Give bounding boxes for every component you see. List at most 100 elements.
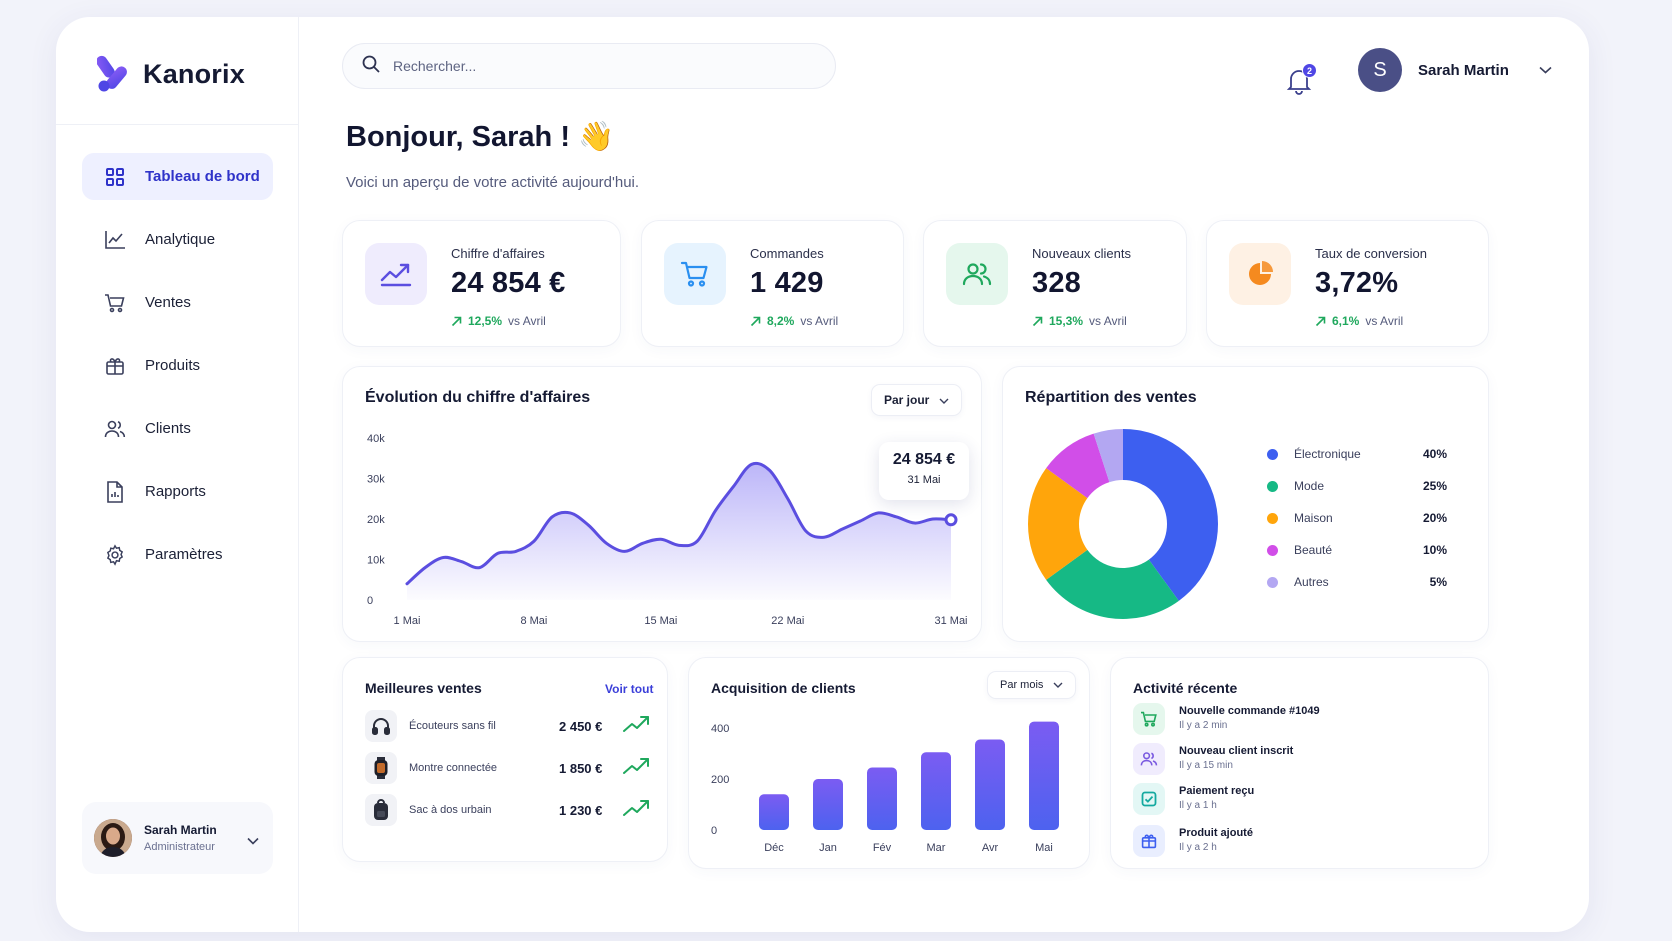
x-tick-label: Jan (819, 842, 837, 854)
notifications-button[interactable]: 2 (1286, 63, 1317, 97)
search-icon (361, 54, 381, 79)
y-tick-label: 0 (711, 825, 717, 837)
main-nav: Tableau de bord Analytique Ventes Produi… (82, 153, 273, 594)
chevron-down-icon[interactable] (247, 832, 259, 850)
x-tick-label: 15 Mai (644, 615, 677, 627)
kanorix-logo-icon (97, 55, 127, 92)
legend-swatch (1267, 512, 1278, 524)
avatar (94, 819, 132, 857)
chevron-down-icon[interactable] (1539, 61, 1552, 79)
legend-item: Électronique 40% (1267, 447, 1447, 461)
bar-jan[interactable] (813, 779, 843, 830)
sidebar-item-analytics[interactable]: Analytique (82, 216, 273, 263)
list-item[interactable]: Montre connectée 1 850 € (365, 752, 649, 784)
activity-item[interactable]: Produit ajouté Il y a 2 h (1133, 825, 1253, 857)
bar-fév[interactable] (867, 767, 897, 830)
bar-mar[interactable] (921, 752, 951, 830)
kpi-card-conversion[interactable]: Taux de conversion 3,72% 6,1% vs Avril (1206, 220, 1489, 347)
period-select-value: Par mois (1000, 679, 1044, 691)
trend-up-icon (623, 758, 649, 774)
activity-item[interactable]: Nouvelle commande #1049 Il y a 2 min (1133, 703, 1320, 735)
sidebar-user-card[interactable]: Sarah Martin Administrateur (82, 802, 273, 874)
x-tick-label: Fév (873, 842, 892, 854)
legend-label: Beauté (1294, 543, 1333, 557)
kpi-card-revenue[interactable]: Chiffre d'affaires 24 854 € 12,5% vs Avr… (342, 220, 621, 347)
sidebar-item-sales[interactable]: Ventes (82, 279, 273, 326)
legend-label: Électronique (1294, 447, 1361, 461)
y-tick-label: 20k (367, 514, 385, 526)
page-title: Bonjour, Sarah ! 👋 (346, 121, 615, 153)
activity-time: Il y a 2 h (1179, 842, 1217, 853)
sidebar-item-reports[interactable]: Rapports (82, 468, 273, 515)
gift-box-icon (1133, 825, 1165, 857)
headphones-icon (365, 710, 397, 742)
revenue-chart-card: Évolution du chiffre d'affaires Par jour… (342, 366, 982, 642)
y-tick-label: 0 (367, 595, 373, 607)
activity-item[interactable]: Nouveau client inscrit Il y a 15 min (1133, 743, 1293, 775)
tooltip-date: 31 Mai (907, 474, 941, 486)
x-tick-label: Déc (764, 842, 784, 854)
bar-mai[interactable] (1029, 721, 1059, 830)
kpi-card-orders[interactable]: Commandes 1 429 8,2% vs Avril (641, 220, 904, 347)
gift-box-icon (104, 355, 126, 377)
y-tick-label: 30k (367, 474, 385, 486)
list-item[interactable]: Écouteurs sans fil 2 450 € (365, 710, 649, 742)
watch-icon (365, 752, 397, 784)
pie-slice-maison[interactable] (1028, 468, 1088, 580)
pie-slice-mode[interactable] (1046, 549, 1179, 619)
sidebar-item-settings[interactable]: Paramètres (82, 531, 273, 578)
sidebar-item-label: Paramètres (145, 546, 223, 563)
activity-item[interactable]: Paiement reçu Il y a 1 h (1133, 783, 1254, 815)
notification-badge: 2 (1302, 63, 1317, 78)
list-item[interactable]: Sac à dos urbain 1 230 € (365, 794, 649, 826)
app-name: Kanorix (143, 58, 245, 89)
check-icon (1133, 783, 1165, 815)
legend-label: Maison (1294, 511, 1333, 525)
kpi-label: Nouveaux clients (1032, 246, 1131, 261)
chart-title: Évolution du chiffre d'affaires (365, 389, 591, 406)
arrow-up-right-icon (750, 316, 761, 326)
sidebar-item-clients[interactable]: Clients (82, 405, 273, 452)
trend-up-icon (623, 800, 649, 816)
logo[interactable]: Kanorix (97, 55, 245, 93)
kpi-delta: 12,5% vs Avril (451, 314, 546, 328)
search-input[interactable] (393, 58, 773, 74)
data-point[interactable] (944, 513, 958, 527)
header-user-menu[interactable]: S Sarah Martin (1358, 48, 1552, 92)
x-tick-label: 31 Mai (934, 615, 967, 627)
bar-avr[interactable] (975, 739, 1005, 830)
kpi-compare: vs Avril (800, 314, 839, 328)
kpi-label: Taux de conversion (1315, 246, 1428, 261)
search-bar[interactable] (342, 43, 836, 89)
y-tick-label: 40k (367, 433, 385, 445)
see-all-link[interactable]: Voir tout (605, 682, 654, 696)
period-select[interactable]: Par mois (987, 671, 1077, 699)
product-price: 1 850 € (559, 760, 603, 776)
trend-up-icon (365, 243, 427, 305)
arrow-up-right-icon (451, 316, 462, 326)
legend-label: Autres (1294, 575, 1329, 589)
chart-tooltip: 24 854 € 31 Mai (879, 442, 969, 500)
pie-slice-electronique[interactable] (1123, 429, 1218, 601)
kpi-delta: 8,2% vs Avril (750, 314, 838, 328)
sidebar-item-products[interactable]: Produits (82, 342, 273, 389)
kpi-card-new-clients[interactable]: Nouveaux clients 328 15,3% vs Avril (923, 220, 1187, 347)
kpi-delta-value: 8,2% (767, 314, 795, 328)
grid-icon (104, 166, 126, 188)
x-tick-label: 8 Mai (520, 615, 547, 627)
pie-slice-autres[interactable] (1093, 429, 1123, 483)
users-icon (946, 243, 1008, 305)
users-icon (1133, 743, 1165, 775)
revenue-area-chart: 0 10k 20k 30k 40k 1 Mai 8 Mai 15 Mai 22 Mai 31 M… (367, 433, 968, 627)
bar-déc[interactable] (759, 794, 789, 830)
period-select[interactable]: Par jour (871, 384, 963, 416)
arrow-up-right-icon (1032, 316, 1043, 326)
kpi-delta-value: 6,1% (1332, 314, 1360, 328)
legend-value: 20% (1422, 511, 1447, 525)
sidebar-item-label: Tableau de bord (145, 168, 260, 185)
sidebar: Kanorix Tableau de bord Analytique Ven (56, 17, 299, 932)
kpi-value: 3,72% (1315, 267, 1399, 299)
cart-icon (1133, 703, 1165, 735)
pie-slice-beaute[interactable] (1046, 433, 1110, 499)
sidebar-item-dashboard[interactable]: Tableau de bord (82, 153, 273, 200)
